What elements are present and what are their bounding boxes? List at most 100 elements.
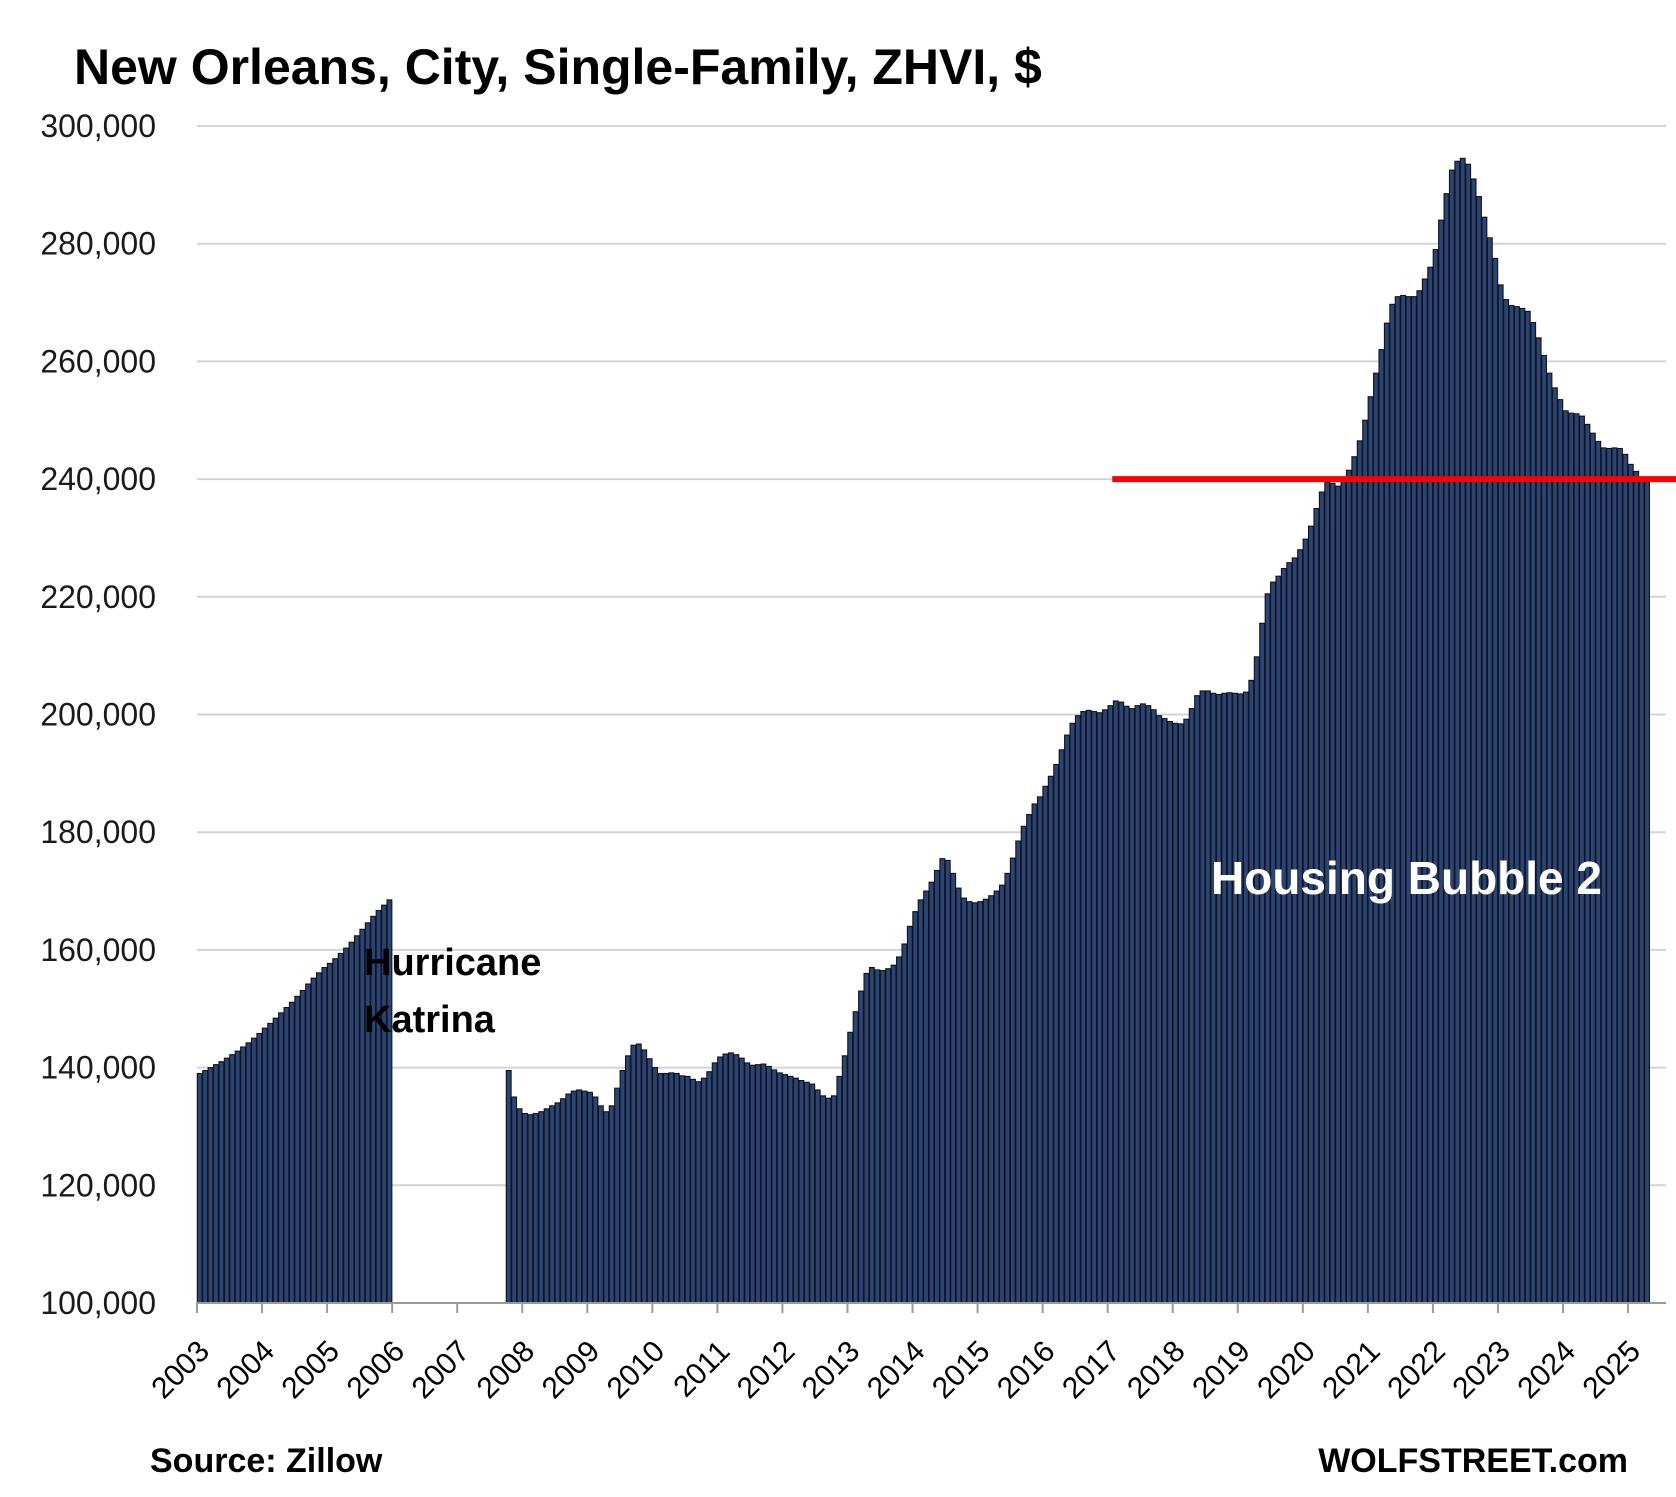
bar [1383,322,1390,1304]
bar [240,1046,247,1304]
bars [196,157,1650,1304]
bar [1470,178,1477,1304]
bar [1367,396,1374,1304]
bar [1242,691,1249,1304]
bar [1280,567,1287,1304]
bar [1546,372,1553,1304]
bar [1438,219,1445,1304]
x-tick-label: 2007 [406,1335,477,1406]
y-tick-label: 120,000 [40,1167,156,1203]
bar [570,1090,577,1304]
bar [684,1075,691,1304]
bar [906,925,913,1304]
bar [1633,470,1640,1304]
bar [1042,785,1049,1304]
bar [521,1112,528,1304]
y-tick-label: 240,000 [40,461,156,497]
bar [1210,692,1217,1304]
bar [1307,525,1314,1304]
bar [1237,693,1244,1304]
x-tick-label: 2019 [1186,1335,1257,1406]
bar [565,1093,572,1304]
x-tick-label: 2011 [667,1335,736,1404]
bar [1476,196,1482,1304]
bar [966,901,973,1304]
bar [1448,169,1455,1304]
bar [657,1072,664,1304]
bar [1080,711,1087,1304]
bar [1118,701,1125,1304]
bar [879,969,886,1304]
bar [559,1098,566,1304]
bar [890,964,897,1304]
bar [944,859,951,1304]
bar [1378,349,1385,1304]
bar [527,1114,534,1304]
bar [798,1080,805,1304]
bar [1064,734,1070,1304]
bar [733,1054,740,1304]
brand-label: WOLFSTREET.com [1318,1442,1628,1480]
bar [1145,705,1152,1304]
bar [738,1057,745,1304]
bar [847,1031,854,1304]
bar [1270,581,1276,1304]
y-tick-label: 140,000 [40,1050,156,1086]
bar [587,1091,593,1304]
bar [554,1102,561,1304]
bar [543,1108,550,1304]
bar [538,1111,545,1304]
bar [1172,722,1179,1304]
bar [874,969,881,1304]
bar [793,1077,799,1304]
y-tick-label: 280,000 [40,226,156,262]
bar [1156,715,1163,1304]
bar [1616,447,1623,1304]
bar [1058,749,1065,1304]
bar [776,1072,783,1304]
bar [196,1072,203,1304]
bar [896,956,902,1304]
bar [1465,163,1472,1304]
bar [1004,872,1011,1304]
bar [1248,679,1255,1304]
bar [1074,715,1081,1304]
bar [641,1049,648,1304]
hurricane-katrina-annotation-line1: Hurricane [364,942,541,984]
bar [749,1064,756,1304]
y-tick-label: 220,000 [40,579,156,615]
bar [868,967,875,1304]
bar [993,890,1000,1304]
bar [1622,453,1629,1304]
bar [1410,296,1417,1304]
y-tick-label: 300,000 [40,108,156,144]
y-tick-label: 160,000 [40,932,156,968]
bar [283,1007,290,1304]
x-tick-label: 2021 [1316,1335,1387,1406]
bar [933,869,940,1304]
x-tick-label: 2003 [145,1335,216,1406]
bar [679,1075,686,1304]
bar [1069,722,1076,1304]
bar [1036,796,1043,1304]
bar [939,858,946,1304]
bar [603,1111,610,1304]
x-tick-label: 2024 [1511,1335,1582,1406]
bar [505,1069,512,1304]
bar [1519,307,1526,1304]
bar [245,1042,252,1304]
x-tick-label: 2006 [341,1335,412,1406]
x-tick-label: 2022 [1381,1335,1452,1406]
bar [267,1022,274,1304]
bar [1530,322,1537,1304]
bar [343,947,350,1304]
x-tick-label: 2012 [731,1335,802,1406]
bar [532,1112,539,1304]
bar [885,968,892,1304]
bar [310,977,317,1304]
bar [668,1072,675,1304]
bar [1226,692,1233,1304]
x-tick-label: 2004 [210,1335,281,1406]
bar [202,1069,209,1304]
bar [695,1081,702,1304]
